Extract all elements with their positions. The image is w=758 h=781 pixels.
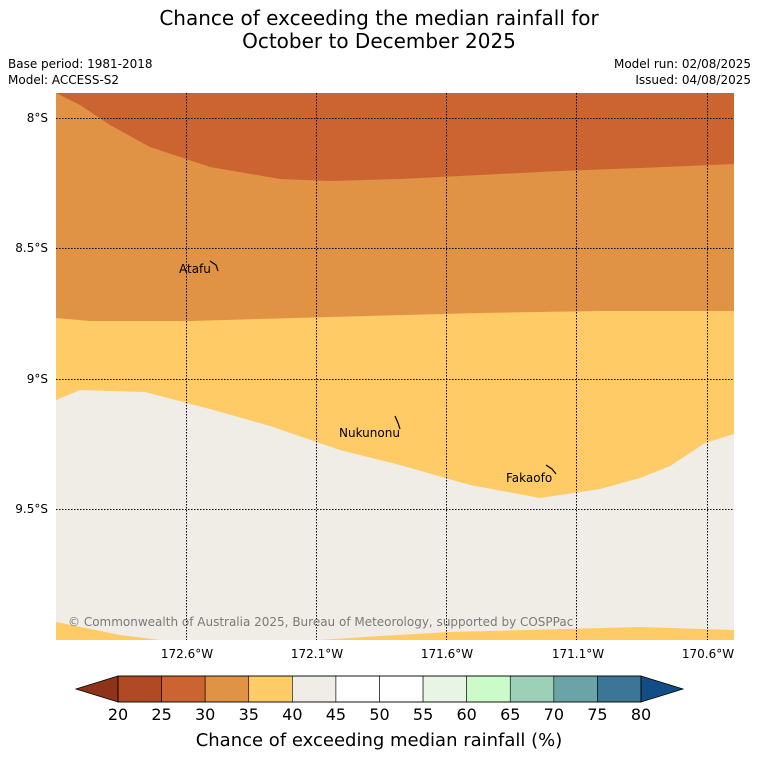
lon-label-171-6w: 171.6°W [420,647,474,661]
lon-label-171-1w: 171.1°W [551,647,605,661]
colorbar-title: Chance of exceeding median rainfall (%) [195,730,563,751]
copyright-notice: © Commonwealth of Australia 2025, Bureau… [68,615,573,629]
colorbar-cell [553,675,598,703]
lat-label-8-5s: 8.5°S [15,241,48,255]
issued-label: Issued: 04/08/2025 [635,73,751,87]
colorbar-tick-label: 25 [151,705,172,724]
nukunonu-atoll [394,415,401,430]
model-label: Model: ACCESS-S2 [8,73,120,87]
colorbar-tick-label: 65 [500,705,521,724]
lon-label-172-1w: 172.1°W [290,647,344,661]
colorbar-tick-label: 30 [194,705,216,724]
place-label-atafu: Atafu [179,262,211,276]
fakaofo-atoll [545,464,557,475]
colorbar-cell [422,675,467,703]
colorbar-cell [509,675,555,703]
colorbar-cell [466,675,511,703]
model-run-label: Model run: 02/08/2025 [613,57,751,71]
map-canvas [56,93,734,640]
colorbar-cell [597,675,642,703]
colorbar-cell [335,675,380,703]
chart-title-line-1: Chance of exceeding the median rainfall … [159,6,599,30]
lat-label-9s: 9°S [26,372,48,386]
colorbar-tick-label: 40 [282,705,303,724]
base-period-label: Base period: 1981-2018 [8,57,153,71]
colorbar-tick-label: 20 [107,705,129,724]
colorbar-cell [248,675,293,703]
lat-label-8s: 8°S [26,111,48,125]
atafu-atoll [209,260,219,272]
lat-label-9-5s: 9.5°S [15,502,48,516]
place-label-nukunonu: Nukunonu [339,426,400,440]
colorbar-under-triangle [74,675,119,703]
lon-label-170-6w: 170.6°W [681,647,735,661]
colorbar-tick-label: 60 [456,705,477,724]
place-label-fakaofo: Fakaofo [506,471,552,485]
colorbar-tick-label: 75 [587,705,608,724]
graticule [56,93,734,640]
colorbar-tick-label: 70 [543,705,564,724]
colorbar-over-triangle [640,675,685,703]
colorbar-cell [204,675,250,703]
atoll-outlines [209,260,557,475]
colorbar-tick-label: 80 [630,705,652,724]
colorbar-tick-label: 35 [238,705,259,724]
lon-label-172-6w: 172.6°W [160,647,214,661]
colorbar-cell [379,675,424,703]
colorbar-cell [161,675,206,703]
colorbar [74,675,685,703]
colorbar-tick-label: 45 [325,705,347,724]
colorbar-tick-label: 50 [369,705,390,724]
colorbar-frame [117,675,642,703]
chart-title-line-2: October to December 2025 [242,29,516,53]
band-40-60 [56,390,734,640]
colorbar-cell [117,675,162,703]
colorbar-tick-label: 55 [412,705,434,724]
colorbar-cell [292,675,337,703]
